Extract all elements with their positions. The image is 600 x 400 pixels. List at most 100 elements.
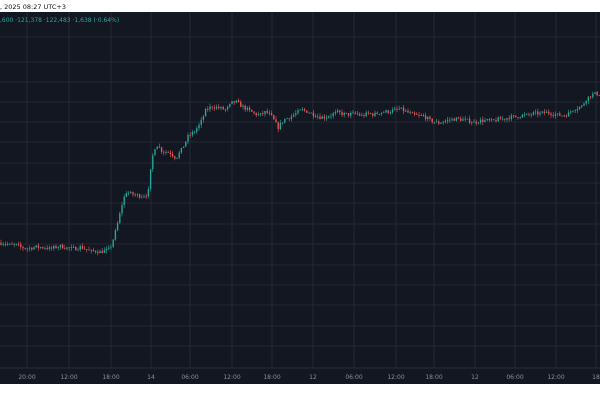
candle-body — [158, 146, 161, 148]
candle-body — [169, 152, 172, 155]
candle-body — [101, 251, 103, 253]
candle-body — [77, 249, 79, 251]
candle-body — [108, 247, 110, 249]
candle-body — [9, 243, 11, 245]
candle-body — [165, 152, 167, 153]
candle-body — [424, 115, 427, 120]
candle-body — [215, 106, 218, 109]
candle-body — [163, 151, 165, 153]
candle-body — [119, 213, 121, 224]
candle-body — [378, 113, 381, 115]
candle-body — [147, 189, 150, 197]
candle-body — [224, 109, 227, 111]
candle-body — [213, 107, 216, 109]
candle-body — [178, 152, 180, 158]
candle-body — [226, 106, 229, 110]
candle-body — [387, 110, 389, 113]
candle-body — [587, 96, 590, 101]
x-tick-label: 18:00 — [425, 374, 442, 381]
candle-body — [407, 110, 409, 113]
candle-body — [301, 109, 304, 110]
candle-body — [578, 106, 581, 109]
candle-body — [537, 111, 539, 115]
candle-body — [365, 112, 367, 117]
candle-body — [295, 113, 297, 115]
x-tick-label: 20:00 — [18, 374, 35, 381]
candle-body — [284, 118, 286, 123]
candle-body — [160, 147, 163, 152]
candle-body — [182, 146, 185, 149]
candle-body — [308, 112, 310, 114]
candle-body — [211, 106, 213, 108]
candle-body — [123, 196, 125, 205]
chart-background — [0, 12, 600, 384]
candle-body — [136, 194, 139, 196]
candle-body — [402, 107, 405, 112]
candle-body — [548, 111, 550, 114]
candle-body — [431, 118, 433, 123]
candle-body — [28, 247, 31, 249]
candle-body — [563, 115, 565, 117]
candle-body — [132, 192, 134, 195]
candle-body — [541, 111, 543, 113]
candle-body — [275, 119, 277, 123]
candle-body — [418, 114, 420, 116]
candle-body — [193, 131, 196, 133]
candle-body — [528, 113, 530, 115]
candle-body — [26, 248, 29, 250]
candle-body — [61, 244, 64, 249]
candle-body — [312, 112, 315, 117]
x-tick-label: 18:00 — [102, 374, 119, 381]
candle-body — [259, 113, 262, 115]
candle-body — [510, 115, 513, 120]
candle-body — [257, 114, 260, 116]
candle-body — [446, 119, 449, 121]
candle-body — [99, 251, 101, 254]
candle-body — [154, 149, 156, 156]
candle-body — [361, 115, 363, 116]
time-axis[interactable]: 20:00 12:00 18:00 14 06:00 12:00 18:00 12 06:00 1… — [18, 374, 600, 381]
candle-body — [325, 117, 328, 119]
x-tick-label: 12:00 — [223, 374, 240, 381]
candle-body — [372, 113, 374, 116]
candle-body — [435, 121, 438, 123]
candle-body — [22, 246, 24, 249]
candle-body — [33, 247, 35, 250]
candle-body — [138, 194, 141, 198]
candle-body — [174, 156, 176, 159]
candle-body — [288, 118, 290, 120]
candle-body — [468, 118, 471, 123]
candle-body — [363, 115, 365, 117]
candle-body — [556, 113, 559, 115]
x-tick-label: 06:00 — [345, 374, 362, 381]
candle-body — [125, 193, 128, 197]
x-tick-label: 12 — [309, 374, 317, 381]
candle-body — [574, 110, 576, 112]
candle-body — [352, 112, 354, 114]
x-tick-label: 12:00 — [60, 374, 77, 381]
candle-body — [433, 122, 436, 124]
candle-body — [585, 100, 587, 104]
candle-body — [466, 118, 469, 120]
candle-body — [350, 113, 352, 116]
candle-body — [515, 115, 517, 118]
candle-body — [57, 247, 59, 249]
candle-body — [255, 113, 257, 116]
candle-body — [499, 117, 502, 120]
candle-body — [442, 122, 444, 123]
candle-body — [189, 134, 191, 136]
candle-body — [2, 244, 4, 246]
candle-body — [449, 119, 451, 121]
candle-body — [484, 120, 486, 122]
candle-body — [4, 243, 7, 245]
candle-body — [530, 114, 532, 116]
candle-body — [543, 111, 546, 113]
candle-body — [176, 157, 178, 159]
candle-body — [369, 113, 372, 114]
candle-body — [277, 122, 279, 130]
candle-body — [581, 105, 583, 107]
candle-body — [273, 115, 275, 120]
candle-body — [286, 118, 288, 120]
candle-body — [229, 103, 231, 107]
